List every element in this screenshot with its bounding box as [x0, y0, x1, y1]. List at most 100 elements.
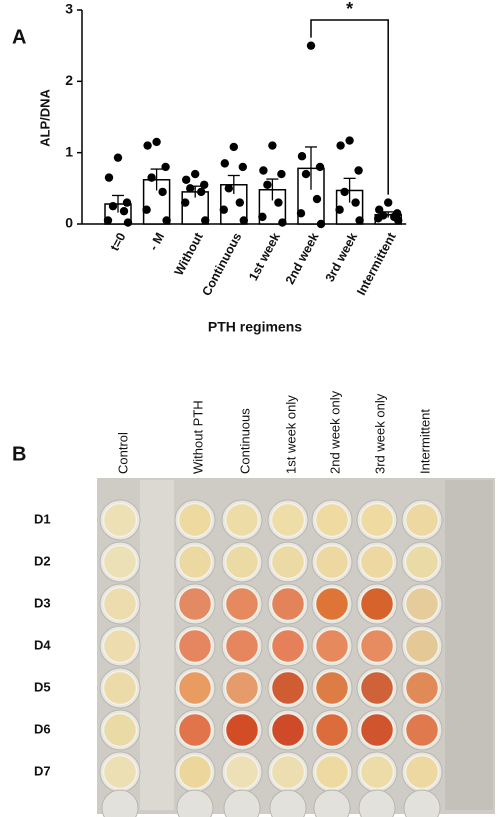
x-tick-label: t=0 [108, 230, 129, 253]
data-point [239, 216, 248, 225]
well-content [359, 670, 395, 706]
well-content [177, 586, 213, 622]
panel-label: B [12, 443, 26, 465]
plate-edge [445, 480, 493, 810]
data-point [186, 184, 195, 193]
well-content [270, 502, 306, 538]
data-point [277, 169, 286, 179]
y-tick-label: 1 [65, 143, 73, 159]
data-point [351, 198, 360, 207]
well-content [224, 754, 260, 790]
data-point [201, 216, 210, 225]
well-content [314, 586, 350, 622]
well-content [177, 754, 213, 790]
x-tick-label: 3rd week [323, 230, 361, 284]
data-point [301, 169, 311, 179]
data-point [274, 198, 283, 207]
data-point [340, 187, 349, 197]
data-point [258, 212, 267, 222]
empty-well [176, 789, 214, 817]
well-content [404, 628, 440, 664]
x-tick-label: 1st week [246, 230, 283, 283]
row-label: D5 [34, 679, 51, 694]
well-content [314, 754, 350, 790]
well-content [270, 754, 306, 790]
data-point [263, 180, 272, 189]
well-content [102, 502, 138, 538]
well-content [270, 586, 306, 622]
data-point [113, 153, 123, 162]
y-tick-label: 2 [65, 72, 73, 88]
well-content [102, 754, 138, 790]
well-content [314, 712, 350, 748]
data-point [336, 141, 345, 150]
data-point [278, 218, 287, 227]
x-tick-label: 2nd week [283, 230, 322, 286]
column-label: Continuous [237, 408, 252, 474]
data-point [191, 169, 200, 179]
column-label: Without PTH [190, 400, 205, 474]
data-point [103, 216, 113, 225]
column-label: Intermittent [417, 409, 432, 474]
well-content [314, 502, 350, 538]
data-point [296, 209, 306, 218]
data-point [219, 205, 228, 214]
well-content [404, 544, 440, 580]
data-point [384, 198, 393, 207]
row-label: D6 [34, 721, 51, 736]
empty-well [403, 789, 441, 817]
data-point [297, 152, 307, 161]
x-tick-label: Without [172, 230, 207, 278]
data-point [259, 166, 268, 175]
well-content [270, 628, 306, 664]
data-point [152, 137, 161, 147]
well-content [177, 544, 213, 580]
well-content [102, 586, 138, 622]
empty-well [223, 789, 261, 817]
y-tick-label: 0 [65, 215, 73, 231]
well-content [177, 628, 213, 664]
data-point [197, 187, 206, 197]
column-label: 1st week only [283, 395, 298, 474]
row-label: D4 [34, 637, 51, 652]
well-content [314, 670, 350, 706]
column-label: Control [115, 432, 130, 474]
well-content [404, 754, 440, 790]
data-point [143, 141, 152, 150]
row-label: D7 [34, 763, 51, 778]
well-content [177, 670, 213, 706]
data-point [224, 184, 233, 193]
well-content [102, 628, 138, 664]
well-content [102, 544, 138, 580]
empty-well [101, 789, 139, 817]
plate-divider [140, 480, 174, 810]
well-content [314, 628, 350, 664]
y-axis-label: ALP/DNA [37, 89, 52, 147]
well-content [270, 544, 306, 580]
well-content [404, 670, 440, 706]
data-point [161, 162, 170, 172]
empty-well [358, 789, 396, 817]
data-point [142, 205, 151, 214]
well-content [359, 544, 395, 580]
data-point [268, 141, 277, 150]
data-point [220, 159, 229, 168]
panel-label: A [12, 26, 26, 48]
data-point [181, 198, 190, 207]
well-content [224, 712, 260, 748]
significance-bracket [310, 19, 389, 195]
data-point [354, 166, 363, 175]
well-content [224, 502, 260, 538]
data-point [200, 180, 209, 189]
data-point [306, 41, 316, 50]
data-point [182, 175, 191, 184]
data-point [238, 162, 247, 172]
data-point [108, 201, 118, 211]
data-point [345, 136, 354, 145]
significance-label: * [346, 0, 353, 19]
x-tick-label: - M [146, 230, 167, 253]
data-point [104, 173, 114, 182]
empty-well [313, 789, 351, 817]
well-content [359, 628, 395, 664]
